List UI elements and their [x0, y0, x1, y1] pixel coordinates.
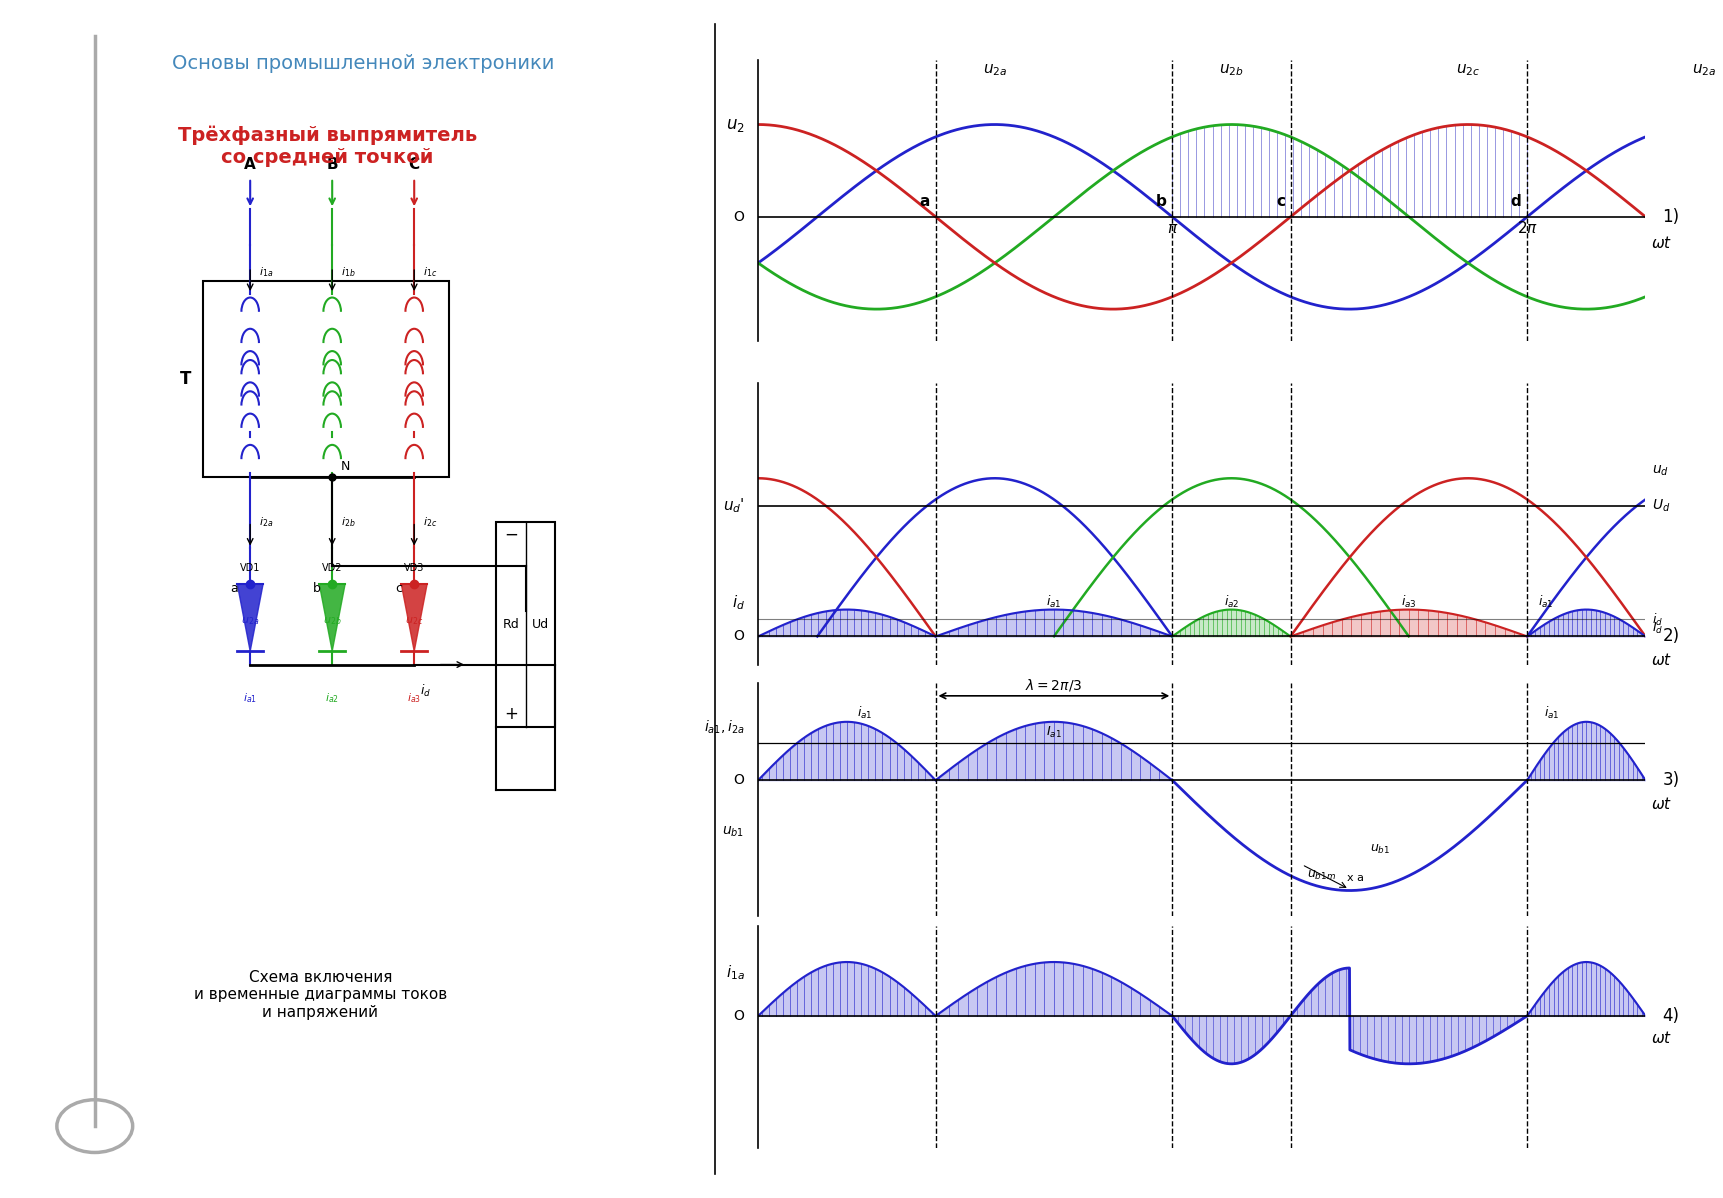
Text: $\omega t$: $\omega t$ [1651, 652, 1673, 668]
Text: +: + [503, 704, 519, 722]
Text: d: d [1511, 194, 1521, 210]
Text: Ud: Ud [532, 618, 548, 631]
Text: O: O [734, 210, 744, 224]
Text: O: O [734, 1009, 744, 1023]
Text: 3): 3) [1663, 772, 1680, 789]
Text: N: N [341, 460, 350, 472]
Text: 2): 2) [1663, 628, 1680, 646]
Text: $u_d$': $u_d$' [724, 496, 744, 515]
Text: a: a [920, 194, 930, 210]
Text: $u_{2c}$: $u_{2c}$ [405, 616, 424, 628]
Text: 1): 1) [1663, 207, 1680, 225]
Text: $u_{b1}$: $u_{b1}$ [722, 825, 744, 840]
Text: T: T [179, 370, 191, 388]
Text: $u_{2c}$: $u_{2c}$ [1456, 62, 1480, 78]
Text: $\pi$: $\pi$ [1166, 222, 1179, 236]
Text: VD3: VD3 [403, 563, 424, 574]
Text: 4): 4) [1663, 1006, 1680, 1025]
Text: $u_d$: $u_d$ [1652, 464, 1670, 478]
Polygon shape [401, 585, 427, 652]
Text: b: b [1156, 194, 1166, 210]
Text: O: O [734, 773, 744, 787]
Text: $u_2$: $u_2$ [725, 115, 744, 133]
Text: Схема включения
и временные диаграммы токов
и напряжений: Схема включения и временные диаграммы то… [195, 970, 446, 1019]
Text: $I_{a1}$: $I_{a1}$ [1046, 725, 1061, 739]
Text: B: B [326, 157, 338, 173]
Text: b: b [312, 582, 320, 595]
Text: A: A [245, 157, 257, 173]
Text: $i_{1c}$: $i_{1c}$ [424, 265, 438, 278]
Text: $i_d$: $i_d$ [420, 683, 431, 698]
Text: $u_{2a}$: $u_{2a}$ [982, 62, 1006, 78]
Text: $\omega t$: $\omega t$ [1651, 235, 1673, 252]
Text: VD2: VD2 [322, 563, 343, 574]
Text: Основы промышленной электроники: Основы промышленной электроники [172, 54, 555, 73]
Text: $i_{a1}, i_{2a}$: $i_{a1}, i_{2a}$ [703, 719, 744, 737]
Bar [203, 280, 450, 477]
Text: Трёхфазный выпрямитель
со средней точкой: Трёхфазный выпрямитель со средней точкой [177, 126, 477, 168]
Text: $i_{a1}$: $i_{a1}$ [1539, 594, 1554, 611]
Text: $\omega t$: $\omega t$ [1651, 1030, 1673, 1046]
Text: $i_{a1}$: $i_{a1}$ [243, 691, 257, 706]
Text: $i_{a1}$: $i_{a1}$ [1046, 594, 1061, 611]
Text: C: C [408, 157, 420, 173]
Text: c: c [1275, 194, 1285, 210]
Text: VD1: VD1 [239, 563, 260, 574]
Text: $U_d$: $U_d$ [1652, 497, 1671, 514]
Text: $u_{2b}$: $u_{2b}$ [1220, 62, 1244, 78]
Text: −: − [503, 526, 519, 544]
Text: $i_{a1}$: $i_{a1}$ [856, 704, 872, 721]
Text: $I_d$: $I_d$ [1652, 621, 1663, 635]
Text: c: c [396, 582, 403, 595]
Text: $u_{2a}$: $u_{2a}$ [241, 616, 258, 628]
Text: $i_{1a}$: $i_{1a}$ [725, 963, 744, 982]
Text: $i_{2c}$: $i_{2c}$ [424, 515, 438, 528]
Text: x a: x a [1347, 873, 1365, 883]
Text: $i_{2a}$: $i_{2a}$ [258, 515, 274, 528]
Text: O: O [734, 629, 744, 643]
Text: $\omega t$: $\omega t$ [1651, 795, 1673, 812]
Polygon shape [319, 585, 345, 652]
Text: a: a [231, 582, 238, 595]
Bar [496, 521, 555, 727]
Text: $u_{b1}$: $u_{b1}$ [1370, 842, 1390, 855]
Text: $u_{2a}$: $u_{2a}$ [1692, 62, 1716, 78]
Text: $i_{a2}$: $i_{a2}$ [326, 691, 339, 706]
Text: $i_{1b}$: $i_{1b}$ [341, 265, 355, 278]
Text: $u_{2b}$: $u_{2b}$ [322, 616, 341, 628]
Text: $2\pi$: $2\pi$ [1516, 220, 1537, 236]
Text: $i_{a3}$: $i_{a3}$ [1401, 594, 1416, 611]
Text: $i_{a1}$: $i_{a1}$ [1544, 704, 1559, 721]
Text: Rd: Rd [503, 618, 519, 631]
Text: $i_{a2}$: $i_{a2}$ [1223, 594, 1239, 611]
Text: $i_{1a}$: $i_{1a}$ [258, 265, 274, 278]
Polygon shape [238, 585, 264, 652]
Text: $i_d$: $i_d$ [732, 593, 744, 612]
Text: $u_{b1m}$: $u_{b1m}$ [1308, 869, 1337, 882]
Text: $i_d$: $i_d$ [1652, 611, 1663, 628]
Text: $\lambda=2\pi/3$: $\lambda=2\pi/3$ [1025, 677, 1082, 694]
Text: $i_{2b}$: $i_{2b}$ [341, 515, 355, 528]
Text: $i_{a3}$: $i_{a3}$ [407, 691, 420, 706]
